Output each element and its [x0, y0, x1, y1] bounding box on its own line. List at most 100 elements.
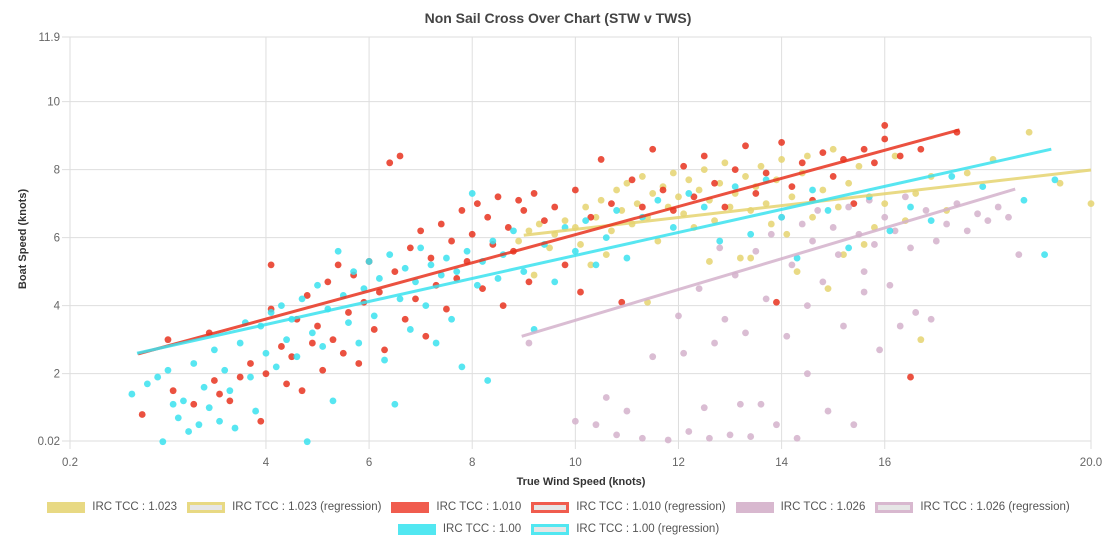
- legend-label: IRC TCC : 1.010: [436, 501, 522, 513]
- legend-swatch: [397, 523, 436, 535]
- data-point: [458, 363, 466, 371]
- data-point: [195, 421, 203, 429]
- legend-item[interactable]: IRC TCC : 1.026: [735, 501, 866, 513]
- data-point: [1087, 200, 1095, 208]
- data-point: [561, 217, 569, 225]
- data-point: [205, 404, 213, 412]
- data-point: [881, 135, 889, 143]
- data-point: [406, 244, 414, 252]
- data-point: [303, 292, 311, 299]
- regression-line: [137, 128, 960, 356]
- data-point: [319, 343, 327, 350]
- data-point: [298, 295, 306, 303]
- data-point: [762, 295, 770, 303]
- data-point: [422, 332, 430, 340]
- data-point: [731, 183, 739, 191]
- data-point: [443, 254, 450, 262]
- data-point: [654, 237, 662, 245]
- data-point: [463, 247, 471, 255]
- data-point: [907, 203, 914, 211]
- data-point: [334, 247, 342, 255]
- legend-label: IRC TCC : 1.026: [780, 501, 866, 513]
- data-point: [742, 173, 749, 180]
- data-point: [339, 349, 347, 357]
- legend-row-1: IRC TCC : 1.023 IRC TCC : 1.023 (regressi…: [0, 501, 1117, 513]
- data-point: [793, 268, 801, 276]
- data-point: [535, 220, 543, 228]
- legend-item[interactable]: IRC TCC : 1.010: [391, 501, 521, 513]
- data-point: [143, 380, 151, 388]
- data-point: [448, 315, 455, 323]
- data-point: [484, 213, 492, 221]
- data-point: [932, 237, 940, 245]
- data-point: [840, 251, 847, 259]
- data-point: [1051, 176, 1059, 184]
- data-point: [752, 190, 760, 197]
- data-point: [571, 186, 579, 194]
- data-point: [587, 213, 595, 221]
- data-point: [638, 434, 646, 442]
- data-point: [432, 339, 440, 347]
- data-point: [283, 380, 290, 388]
- data-point: [262, 370, 270, 378]
- data-point: [190, 400, 198, 408]
- data-point: [520, 207, 528, 214]
- data-point: [912, 309, 920, 316]
- data-point: [247, 360, 254, 367]
- legend-item[interactable]: IRC TCC : 1.023 (regression): [187, 501, 381, 513]
- data-point: [314, 281, 321, 289]
- data-point: [824, 285, 832, 293]
- data-point: [778, 156, 786, 163]
- data-point: [628, 176, 636, 184]
- data-point: [788, 261, 796, 269]
- data-point: [654, 196, 662, 204]
- legend-item[interactable]: IRC TCC : 1.023: [47, 501, 177, 513]
- data-point: [680, 162, 688, 170]
- data-point: [778, 213, 786, 221]
- data-point: [834, 251, 842, 259]
- legend-item[interactable]: IRC TCC : 1.026 (regression): [875, 501, 1070, 513]
- data-point: [819, 149, 827, 157]
- data-point: [391, 268, 399, 276]
- data-point: [510, 227, 517, 235]
- data-point: [809, 213, 816, 221]
- data-point: [180, 397, 187, 405]
- legend-label: IRC TCC : 1.00 (regression): [576, 523, 720, 535]
- data-point: [247, 373, 254, 381]
- data-point: [649, 190, 657, 197]
- legend-item[interactable]: IRC TCC : 1.010 (regression): [531, 501, 726, 513]
- series-irc-tcc-1-026: [525, 193, 1023, 444]
- data-point: [319, 366, 327, 374]
- legend-item[interactable]: IRC TCC : 1.00: [397, 523, 522, 535]
- data-point: [742, 329, 749, 337]
- data-point: [571, 247, 579, 255]
- data-point: [855, 162, 863, 170]
- data-point: [685, 176, 693, 184]
- legend-label: IRC TCC : 1.00: [442, 523, 522, 535]
- data-point: [736, 254, 744, 262]
- data-point: [216, 390, 223, 398]
- x-tick-label: 6: [366, 457, 372, 469]
- data-point: [896, 322, 904, 330]
- data-point: [896, 152, 904, 160]
- y-axis-ticks: 0.02 2 4 6 8 10 11.9: [38, 32, 61, 448]
- data-point: [762, 169, 770, 177]
- data-point: [706, 258, 713, 265]
- data-point: [700, 166, 708, 174]
- x-tick-label: 20.0: [1080, 457, 1102, 469]
- x-tick-label: 10: [569, 457, 582, 469]
- data-point: [783, 230, 791, 238]
- data-point: [638, 173, 646, 180]
- y-axis-title: Boat Speed (knots): [17, 189, 29, 290]
- data-point: [618, 298, 626, 306]
- data-point: [803, 370, 811, 378]
- data-point: [927, 315, 935, 323]
- legend-item[interactable]: IRC TCC : 1.00 (regression): [531, 523, 719, 535]
- data-point: [649, 353, 657, 361]
- data-point: [948, 173, 956, 180]
- data-point: [850, 421, 858, 429]
- data-point: [850, 200, 858, 208]
- data-point: [448, 237, 455, 245]
- data-point: [417, 244, 425, 252]
